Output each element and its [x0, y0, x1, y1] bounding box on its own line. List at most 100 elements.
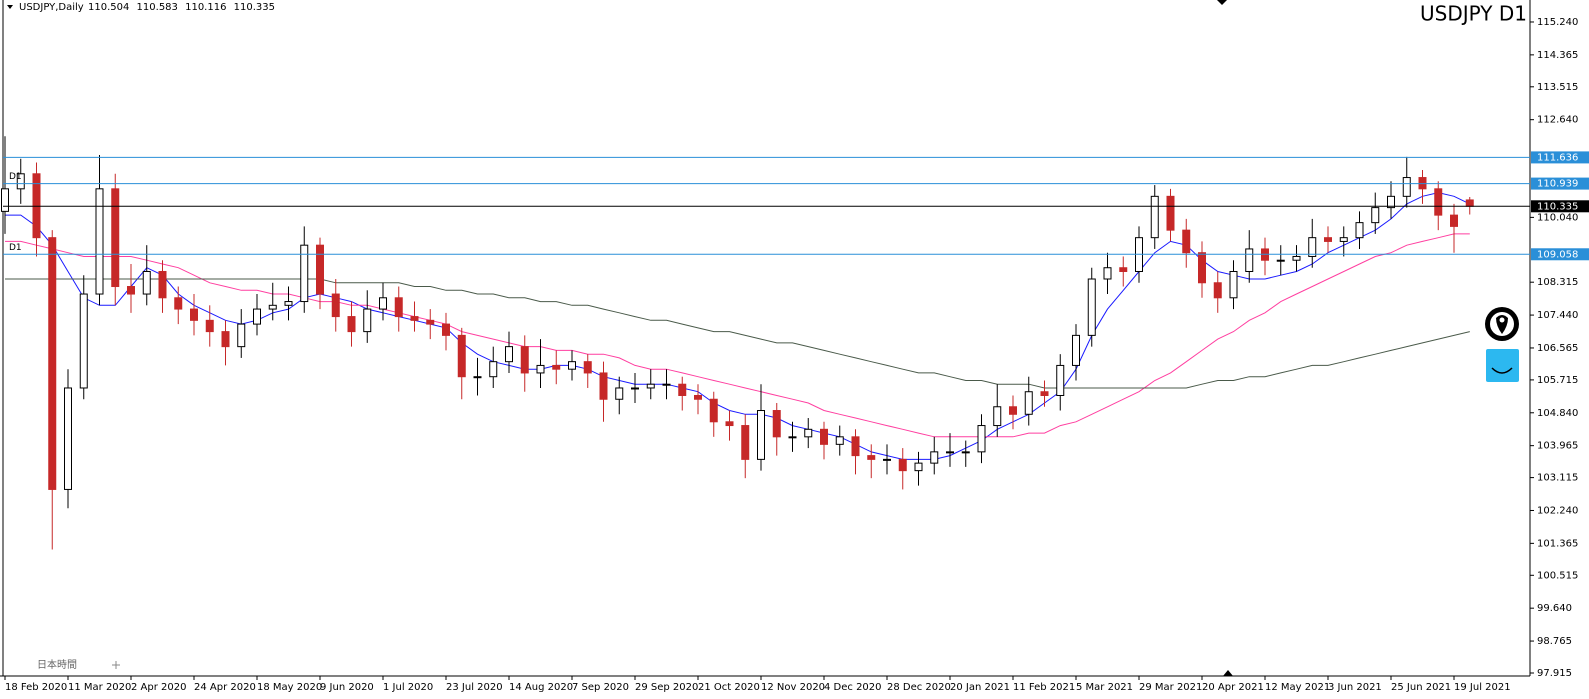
- candle-body: [32, 173, 41, 239]
- x-tick-label: 9 Jun 2020: [320, 682, 374, 693]
- x-tick-label: 23 Jul 2020: [446, 682, 503, 693]
- candle-body: [1119, 267, 1128, 272]
- moving-average: [5, 278, 1470, 389]
- candle-body: [1166, 195, 1175, 231]
- y-tick-label: 106.565: [1537, 343, 1578, 354]
- x-tick-label: 7 Sep 2020: [572, 682, 629, 693]
- timezone-label: 日本時間: [37, 658, 77, 671]
- level-text: D1: [9, 172, 22, 182]
- candle-body: [316, 244, 324, 295]
- x-tick-label: 4 Dec 2020: [824, 682, 882, 693]
- candle-body: [804, 428, 813, 438]
- candle-body: [961, 451, 970, 454]
- shift-marker[interactable]: [1217, 0, 1227, 5]
- candle-body: [646, 383, 655, 389]
- x-tick-label: 18 May 2020: [257, 682, 322, 693]
- candle-body: [1465, 199, 1474, 207]
- candle-body: [489, 361, 498, 378]
- candle-body: [1198, 252, 1206, 284]
- candle-body: [142, 270, 151, 295]
- candle-body: [1150, 195, 1159, 239]
- moving-average: [5, 192, 1471, 460]
- candle-body: [379, 297, 387, 310]
- candle-body: [835, 436, 844, 445]
- candle-body: [1371, 207, 1380, 224]
- candle-body: [1056, 364, 1065, 396]
- level-text: D1: [9, 243, 22, 253]
- candle-body: [993, 406, 1002, 427]
- level-label: 109.058: [1537, 249, 1578, 260]
- candle-body: [1276, 259, 1285, 262]
- candle-body: [568, 361, 576, 370]
- candle-body: [1072, 334, 1080, 366]
- candle-body: [1292, 255, 1301, 261]
- app-icon[interactable]: [1486, 349, 1519, 382]
- candle-body: [1024, 391, 1033, 415]
- add-button[interactable]: [112, 661, 120, 669]
- candle-body: [64, 387, 72, 490]
- candle-body: [615, 387, 624, 400]
- candle-body: [662, 383, 671, 386]
- candle-body: [111, 188, 120, 288]
- candle-body: [190, 308, 198, 321]
- x-tick-label: 2 Apr 2020: [131, 682, 186, 693]
- candle-body: [1, 188, 9, 212]
- candle-body: [347, 316, 356, 333]
- header-low: 110.116: [185, 2, 226, 13]
- candle-body: [725, 421, 734, 427]
- level-tag: [1531, 248, 1589, 261]
- candle-body: [205, 319, 214, 333]
- pin-icon[interactable]: [1485, 307, 1519, 341]
- candle-body: [300, 244, 309, 303]
- y-tick-label: 104.840: [1537, 408, 1578, 419]
- candle-body: [426, 319, 435, 325]
- candle-body: [883, 458, 891, 461]
- x-tick-label: 25 Jun 2021: [1391, 682, 1451, 693]
- x-tick-label: 28 Dec 2020: [887, 682, 951, 693]
- ohlc-header: 110.504 110.583 110.116 110.335: [88, 2, 275, 13]
- chart-header: USDJPY,Daily: [19, 2, 84, 13]
- candle-body: [1245, 248, 1254, 272]
- candle-body: [977, 425, 986, 453]
- candle-body: [1402, 177, 1411, 197]
- header-open: 110.504: [88, 2, 129, 13]
- candle-body: [1229, 270, 1238, 299]
- x-tick-label: 20 Apr 2021: [1202, 682, 1264, 693]
- candle-body: [1308, 237, 1317, 257]
- scroll-marker[interactable]: [1223, 670, 1233, 676]
- header-close: 110.335: [234, 2, 275, 13]
- candle-body: [442, 323, 450, 336]
- candle-body: [1213, 282, 1222, 299]
- candle-body: [914, 462, 923, 472]
- candle-body: [930, 451, 939, 464]
- candle-body: [709, 398, 718, 423]
- candle-body: [127, 286, 135, 295]
- candle-body: [851, 436, 860, 457]
- candle-body: [505, 346, 513, 363]
- candle-body: [48, 237, 57, 490]
- candle-body: [1324, 237, 1332, 242]
- bid-tag: [1531, 200, 1589, 213]
- candle-body: [174, 297, 183, 310]
- candle-body: [79, 293, 88, 389]
- candle-body: [1103, 267, 1112, 280]
- level-tag: [1531, 177, 1589, 190]
- y-tick-label: 108.315: [1537, 277, 1578, 288]
- y-tick-label: 110.040: [1537, 212, 1578, 223]
- x-tick-label: 11 Mar 2020: [68, 682, 131, 693]
- y-tick-label: 113.515: [1537, 82, 1578, 93]
- x-tick-label: 14 Aug 2020: [509, 682, 573, 693]
- menu-arrow[interactable]: [7, 5, 13, 9]
- x-tick-label: 18 Feb 2020: [5, 682, 67, 693]
- candle-body: [1450, 214, 1458, 227]
- candle-body: [284, 301, 293, 306]
- candle-body: [1087, 278, 1096, 336]
- y-tick-label: 103.115: [1537, 473, 1578, 484]
- x-tick-label: 19 Jul 2021: [1454, 682, 1511, 693]
- x-tick-label: 29 Mar 2021: [1139, 682, 1202, 693]
- x-tick-label: 3 Jun 2021: [1328, 682, 1382, 693]
- x-tick-label: 12 May 2021: [1265, 682, 1330, 693]
- candle-body: [552, 364, 561, 370]
- candle-body: [1355, 222, 1364, 239]
